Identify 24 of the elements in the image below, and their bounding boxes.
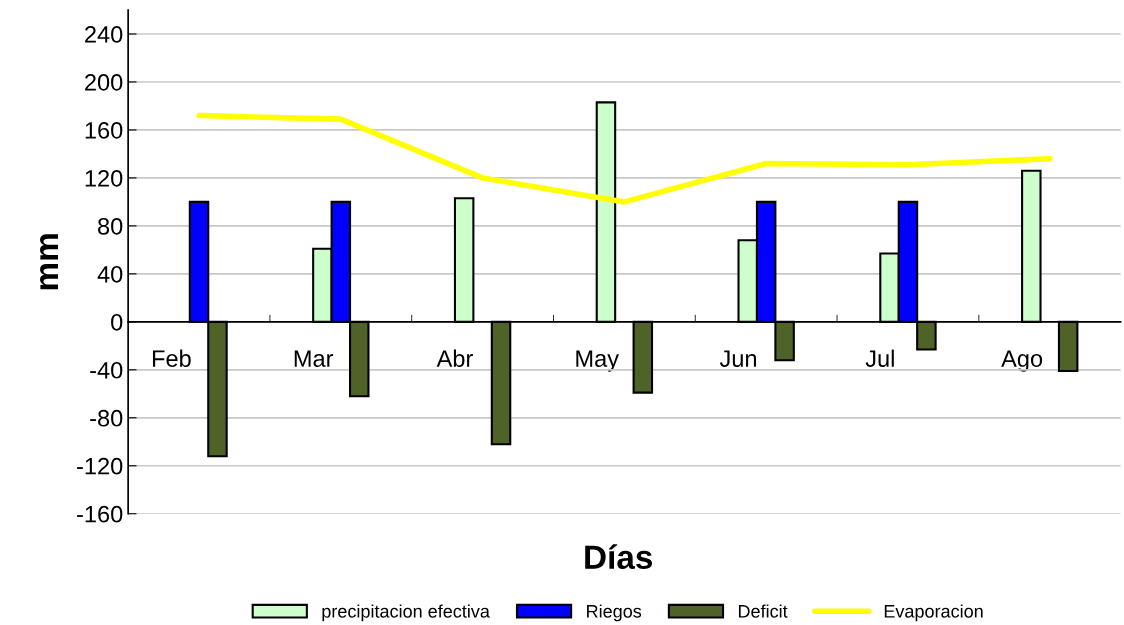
y-tick-label: 120 — [85, 169, 123, 187]
x-tick-label: Feb — [152, 349, 191, 367]
y-tick-label: 160 — [85, 122, 123, 139]
y-tick-label: 40 — [97, 265, 123, 283]
y-tick-label: -120 — [77, 457, 123, 475]
x-tick-label: Jul — [865, 349, 894, 367]
x-tick-label: Mar — [294, 350, 334, 367]
y-tick-label: -160 — [77, 505, 123, 523]
x-tick-label: Ago — [1001, 350, 1043, 372]
x-tick-label: Abr — [436, 349, 473, 367]
legend-label: Evaporacion — [884, 604, 983, 622]
y-tick-label: 240 — [85, 26, 123, 43]
legend-label: Deficit — [738, 604, 788, 618]
x-tick-label: Jun — [719, 350, 757, 367]
y-tick-label: 80 — [98, 217, 123, 235]
y-tick-label: -80 — [90, 409, 123, 427]
x-axis-title: Días — [585, 544, 653, 570]
legend-label: Riegos — [587, 604, 642, 622]
y-tick-label: 0 — [111, 313, 123, 331]
y-tick-label: 200 — [85, 74, 123, 91]
y-axis-title: mm — [40, 234, 58, 290]
x-tick-label: May — [576, 350, 619, 372]
legend-label: precipitacion efectiva — [322, 604, 490, 622]
y-tick-label: -40 — [90, 361, 123, 379]
